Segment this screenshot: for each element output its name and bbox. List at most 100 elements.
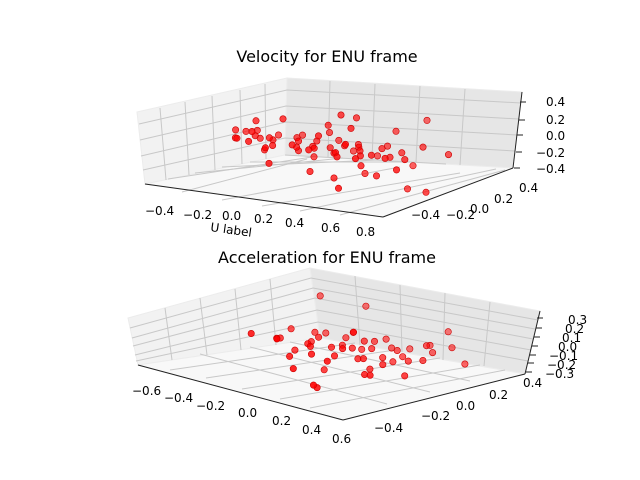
- velocity-x-tick: 0.2: [254, 212, 273, 226]
- scatter-point: [382, 335, 390, 343]
- acceleration-z-tick: 0.2: [565, 322, 584, 336]
- scatter-point: [310, 153, 318, 161]
- scatter-point: [287, 325, 295, 333]
- scatter-point: [306, 168, 314, 176]
- scatter-point: [291, 346, 299, 354]
- acceleration-x-tick: −0.4: [164, 391, 193, 405]
- scatter-point: [333, 153, 341, 161]
- acceleration-z-tick: −0.1: [549, 349, 578, 363]
- scatter-point: [359, 355, 367, 363]
- scatter-point: [294, 137, 302, 145]
- velocity-x-ticks: −0.4 −0.2 0.0 0.2 0.4 0.6 0.8: [145, 204, 375, 239]
- scatter-point: [429, 349, 437, 357]
- velocity-x-tick: 0.6: [321, 221, 340, 235]
- acceleration-y-tick: 0.2: [489, 388, 508, 402]
- scatter-point: [347, 124, 355, 132]
- acceleration-subplot: Acceleration for ENU frame: [127, 248, 587, 446]
- scatter-point: [366, 371, 374, 379]
- velocity-points: [231, 111, 452, 196]
- scatter-point: [361, 170, 369, 178]
- scatter-point: [403, 185, 411, 193]
- scatter-point: [381, 154, 389, 162]
- scatter-point: [401, 372, 409, 380]
- velocity-x-tick: −0.2: [183, 208, 212, 222]
- scatter-point: [324, 121, 332, 129]
- scatter-point: [398, 149, 406, 157]
- scatter-point: [279, 115, 287, 123]
- scatter-point: [327, 343, 335, 351]
- velocity-z-tick: 0.4: [546, 95, 565, 109]
- acceleration-x-axis-line: [137, 364, 344, 421]
- scatter-point: [393, 346, 401, 354]
- scatter-point: [337, 111, 345, 119]
- scatter-point: [406, 345, 414, 353]
- scatter-point: [378, 145, 386, 153]
- acceleration-y-tick: −0.4: [374, 421, 403, 435]
- scatter-point: [379, 361, 387, 369]
- scatter-point: [306, 342, 314, 350]
- velocity-z-tick: 0.0: [546, 129, 565, 143]
- scatter-point: [370, 337, 378, 345]
- scatter-point: [265, 134, 273, 142]
- velocity-y-ticks: −0.4 −0.2 0.0 0.2 0.4: [411, 181, 538, 222]
- scatter-point: [362, 302, 370, 310]
- scatter-point: [289, 365, 297, 373]
- scatter-point: [320, 366, 328, 374]
- acceleration-z-tick: 0.1: [562, 331, 581, 345]
- scatter-point: [314, 132, 322, 140]
- scatter-point: [274, 131, 282, 139]
- velocity-title: Velocity for ENU frame: [236, 47, 417, 66]
- scatter-point: [419, 356, 427, 364]
- scatter-point: [326, 144, 334, 152]
- scatter-point: [399, 353, 407, 361]
- scatter-point: [392, 127, 400, 135]
- scatter-point: [315, 333, 323, 341]
- acceleration-x-ticks: −0.6 −0.4 −0.2 0.0 0.2 0.4 0.6: [132, 384, 351, 446]
- scatter-point: [341, 140, 349, 148]
- scatter-point: [351, 155, 359, 163]
- scatter-point: [367, 151, 375, 159]
- scatter-point: [349, 328, 357, 336]
- scatter-point: [335, 136, 343, 144]
- scatter-point: [322, 329, 330, 337]
- velocity-subplot: Velocity for ENU frame: [136, 47, 565, 240]
- scatter-point: [444, 328, 452, 336]
- velocity-x-axis-label: U label: [210, 220, 253, 240]
- acceleration-y-tick: 0.4: [523, 376, 542, 390]
- acceleration-y-ticks: −0.4 −0.2 0.0 0.2 0.4: [374, 376, 542, 435]
- velocity-y-tick: 0.4: [519, 181, 538, 195]
- acceleration-z-tick: 0.0: [558, 340, 577, 354]
- scatter-point: [286, 352, 294, 360]
- scatter-point: [288, 141, 296, 149]
- acceleration-x-tick: −0.2: [196, 399, 225, 413]
- scatter-point: [419, 143, 427, 151]
- scatter-point: [389, 358, 397, 366]
- scatter-point: [360, 337, 368, 345]
- scatter-point: [252, 117, 260, 125]
- scatter-point: [342, 334, 350, 342]
- scatter-point: [323, 357, 331, 365]
- scatter-point: [248, 128, 256, 136]
- acceleration-x-tick: −0.6: [132, 384, 161, 398]
- acceleration-y-tick: 0.0: [456, 399, 475, 413]
- velocity-y-axis-line: [382, 167, 514, 218]
- velocity-y-tick: 0.2: [494, 192, 513, 206]
- acceleration-z-tick: −0.2: [547, 358, 576, 372]
- scatter-point: [366, 365, 374, 373]
- acceleration-z-axis-line: [524, 310, 541, 375]
- scatter-point: [233, 134, 241, 142]
- scatter-point: [311, 328, 319, 336]
- velocity-z-tick: −0.4: [536, 162, 565, 176]
- scatter-point: [379, 354, 387, 362]
- scatter-point: [334, 184, 342, 192]
- acceleration-grid: [129, 275, 539, 409]
- velocity-grid: [138, 80, 522, 216]
- scatter-point: [307, 350, 315, 358]
- scatter-point: [265, 159, 273, 167]
- velocity-x-axis-line: [144, 183, 384, 218]
- scatter-point: [330, 174, 338, 182]
- scatter-point: [444, 151, 452, 159]
- acceleration-z-tick: −0.3: [545, 367, 574, 381]
- scatter-point: [358, 345, 366, 353]
- scatter-point: [305, 146, 313, 154]
